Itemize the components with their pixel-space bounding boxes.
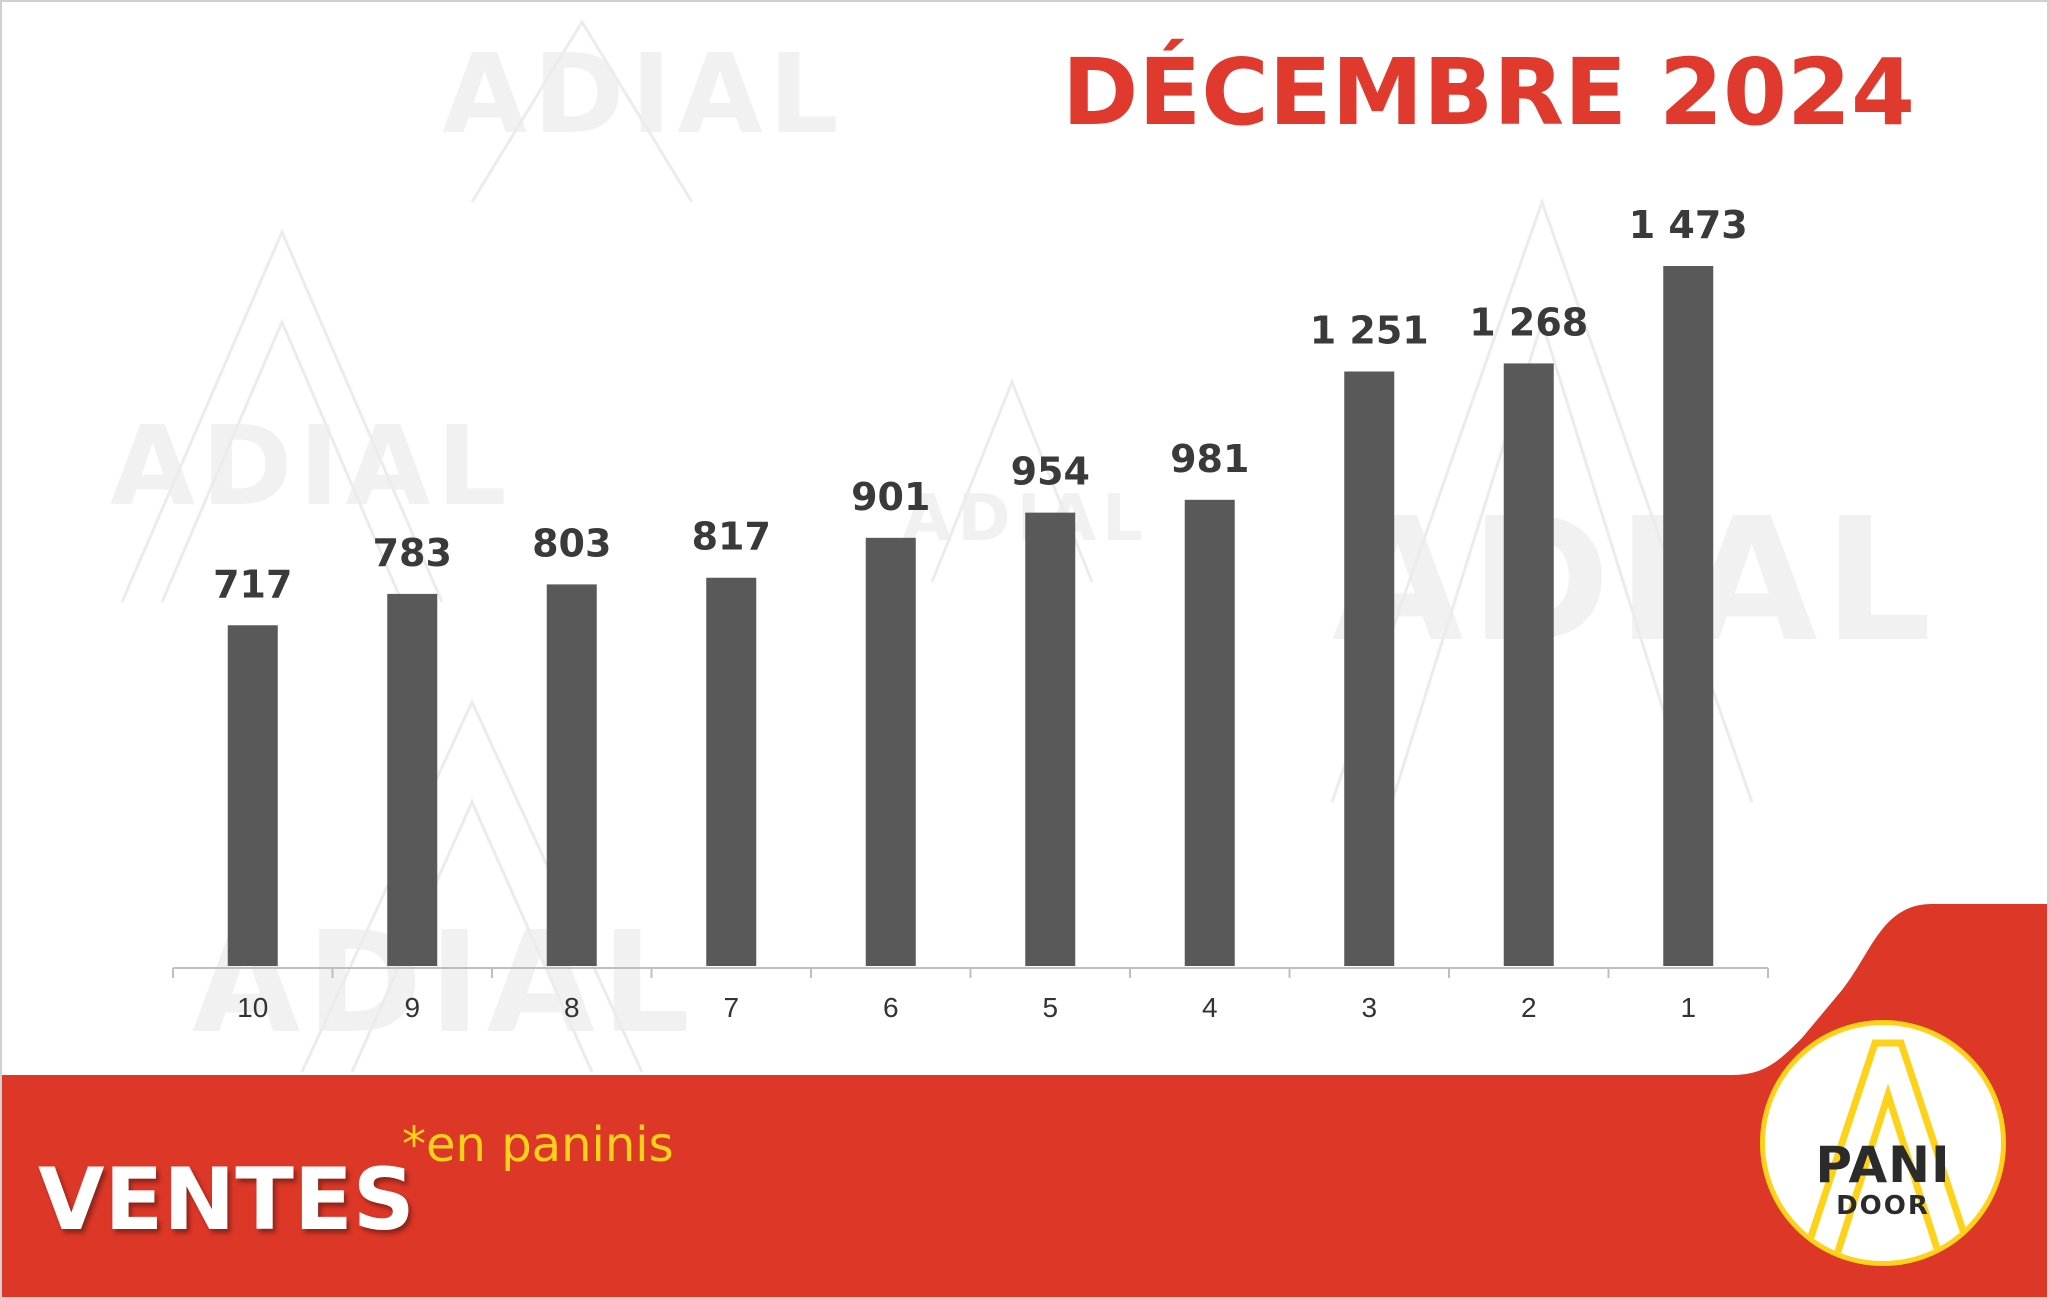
panidoor-logo: PANI DOOR (1760, 1020, 2006, 1266)
bar-value-label: 803 (532, 521, 611, 565)
x-tick-label: 5 (1042, 992, 1058, 1023)
x-tick-label: 8 (564, 992, 580, 1023)
bar-value-label: 1 473 (1629, 203, 1748, 247)
bar (387, 593, 438, 966)
x-tick-label: 1 (1680, 992, 1696, 1023)
bar-value-label: 1 268 (1469, 300, 1588, 344)
x-tick-label: 3 (1361, 992, 1377, 1023)
bar (706, 577, 757, 966)
bar-value-labels: 717 783 803 817 901 954 981 1 251 1 268 1 473 (213, 203, 1748, 606)
x-tick-label: 9 (404, 992, 420, 1023)
bar-value-label: 901 (851, 475, 930, 519)
bar (1503, 363, 1554, 966)
x-tick-label: 6 (883, 992, 899, 1023)
bar-value-label: 954 (1011, 450, 1090, 494)
footer-subtitle: *en paninis (402, 1117, 674, 1173)
x-tick-label: 7 (723, 992, 739, 1023)
x-axis-ticks (172, 968, 1769, 978)
bar-series (227, 266, 1714, 966)
x-tick-label: 2 (1521, 992, 1537, 1023)
bar-value-label: 1 251 (1310, 308, 1429, 352)
x-tick-label: 4 (1202, 992, 1218, 1023)
footer-label: VENTES (38, 1150, 415, 1250)
chart-title: DÉCEMBRE 2024 (1062, 39, 1916, 146)
bar (1025, 512, 1076, 966)
logo-text-door: DOOR (1836, 1191, 1930, 1221)
bar (865, 537, 916, 966)
logo-a-icon (1799, 1039, 1977, 1261)
logo-text-pani: PANI (1815, 1136, 1951, 1194)
bar-value-label: 817 (692, 515, 771, 559)
bar (546, 584, 597, 966)
bar (1663, 266, 1714, 966)
bar (1344, 371, 1395, 966)
bar-value-label: 783 (373, 531, 452, 575)
bar-value-label: 717 (213, 562, 292, 606)
x-tick-label: 10 (237, 992, 268, 1023)
x-tick-labels: 10 9 8 7 6 5 4 3 2 1 (237, 992, 1696, 1023)
bar (1184, 499, 1235, 966)
bar-value-label: 981 (1170, 437, 1249, 481)
bar (227, 625, 278, 966)
